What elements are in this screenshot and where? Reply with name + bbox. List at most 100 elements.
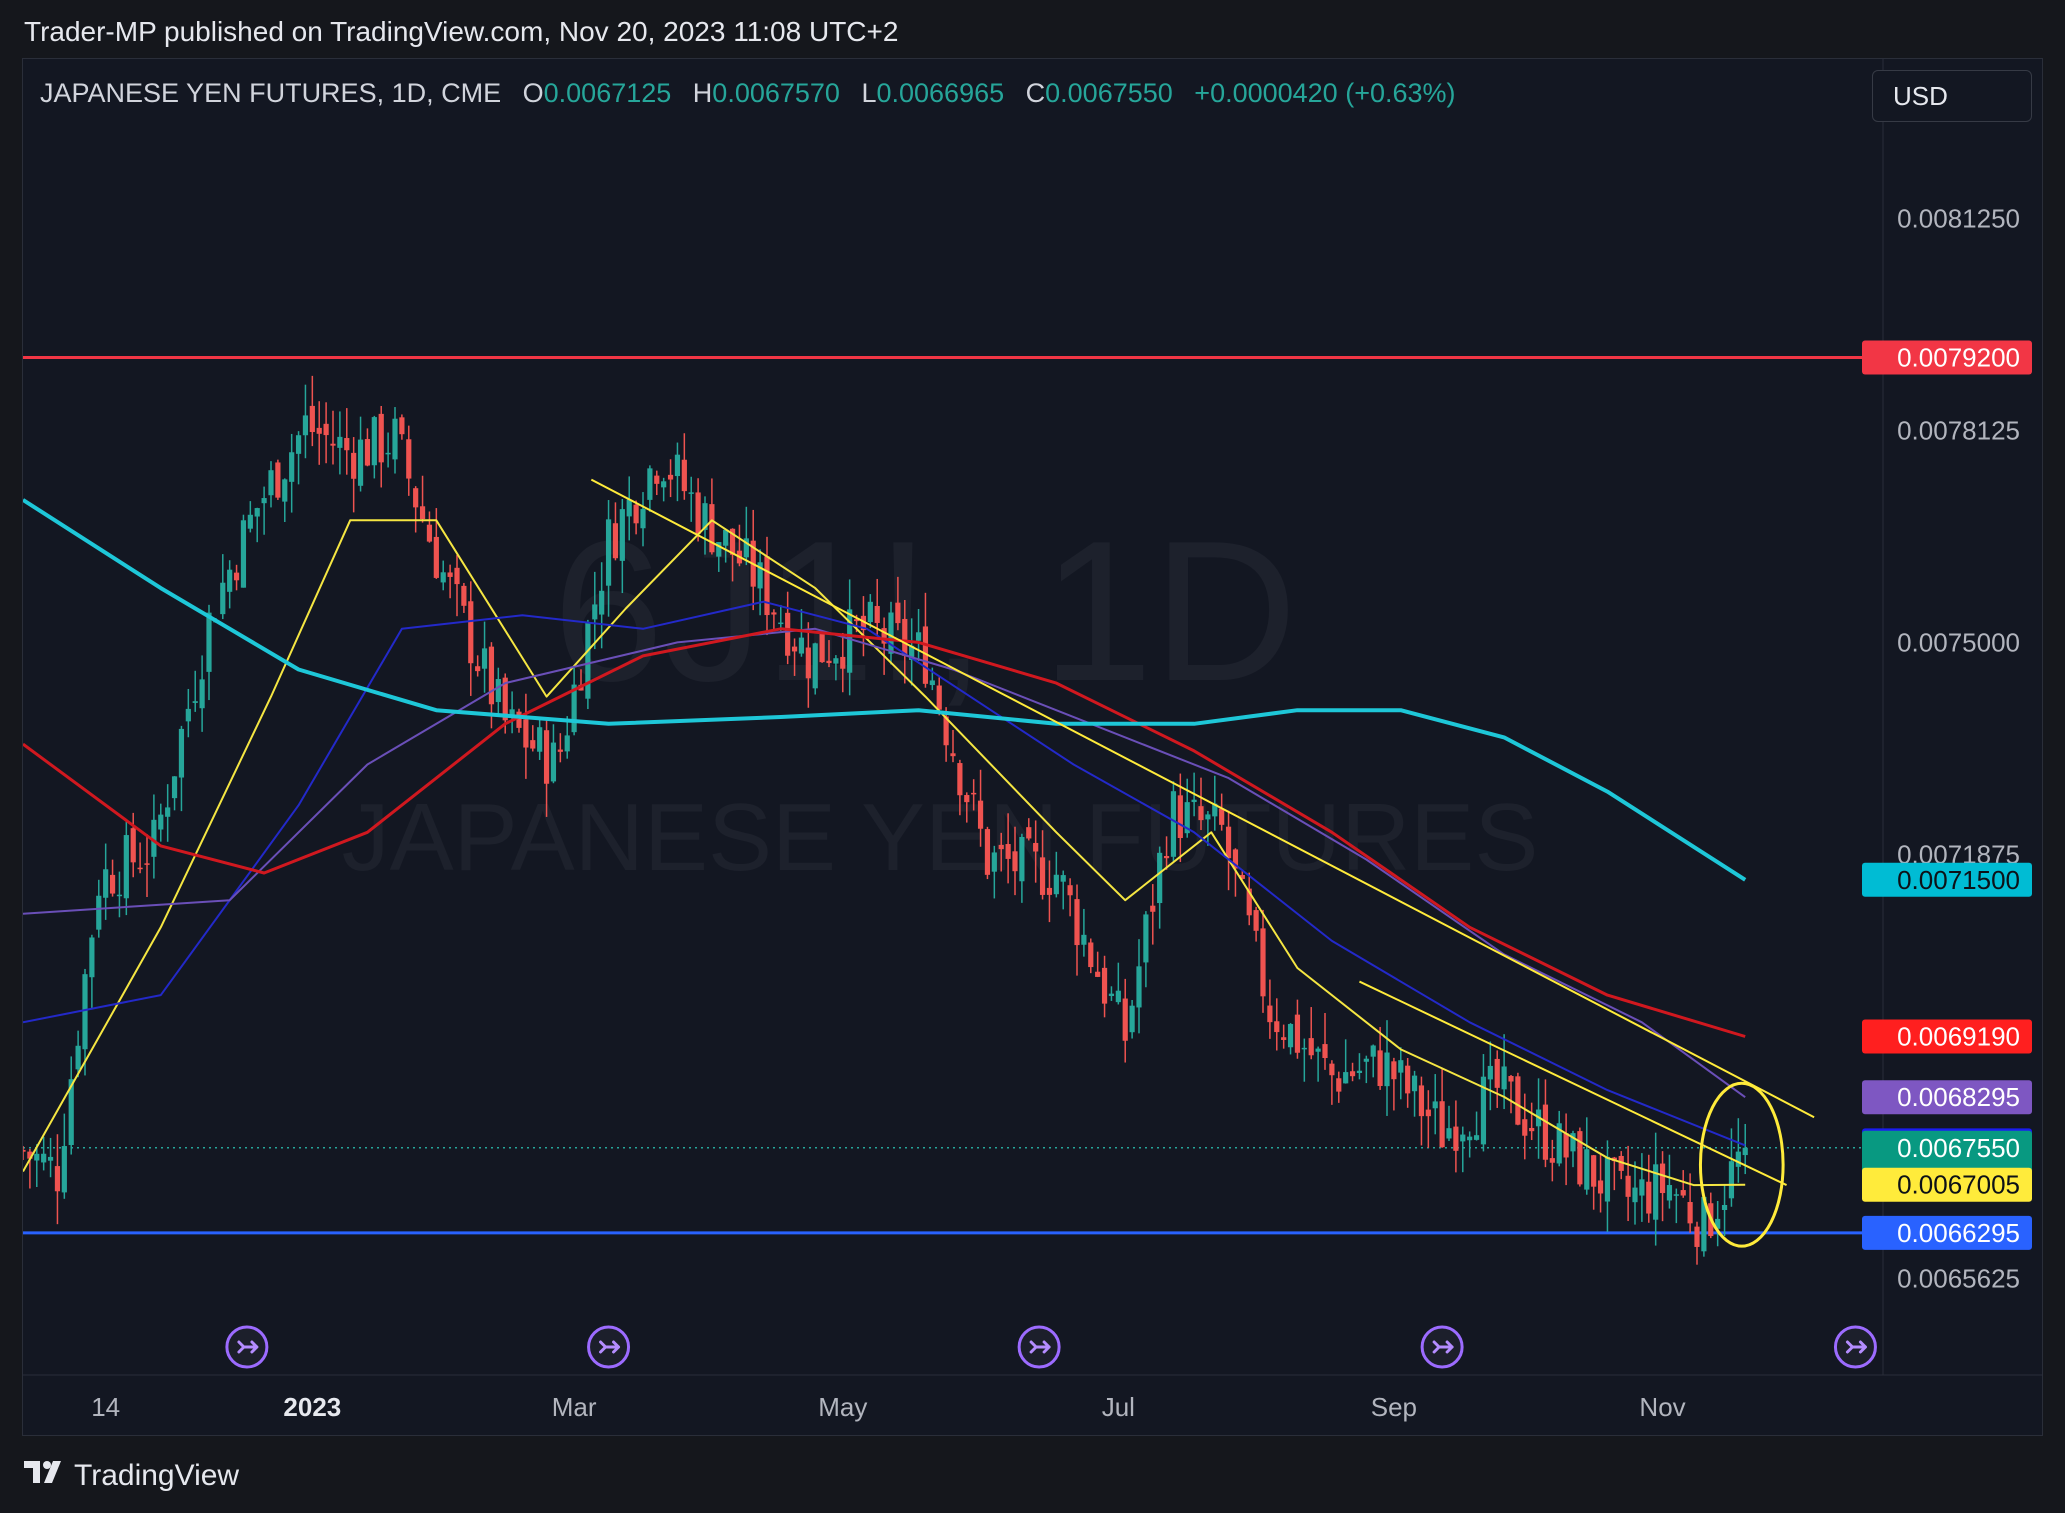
candle-body [791,646,798,652]
event-marker-icon[interactable] [1017,1325,1061,1369]
candle-body [1460,1134,1466,1142]
ma-line-yellow[interactable] [23,519,1746,1187]
candle-body [502,677,508,721]
candle-body [964,795,970,803]
candle-body [130,828,136,863]
candle-body [178,728,185,778]
candle-body [1232,849,1239,869]
candle-body [254,508,260,517]
candle-body [1735,1151,1741,1167]
candle-body [1363,1058,1369,1062]
candle-body [633,504,639,524]
open-value: 0.0067125 [543,78,672,108]
price-tag-label: 0.0071500 [1897,865,2020,895]
event-marker-icon[interactable] [1833,1325,1877,1369]
candle-body [96,895,102,930]
candle-body [833,658,839,664]
ma-line-purple[interactable] [23,627,1746,1099]
high-value: 0.0067570 [712,78,840,108]
candle-body [1467,1136,1473,1141]
candle-body [206,612,212,672]
candle-body [977,800,984,829]
candle-body [647,468,653,500]
time-tick-label: Nov [1639,1392,1685,1422]
candle-body [1728,1161,1735,1199]
candle-body [971,792,977,795]
candle-body [158,814,164,830]
time-tick-label: Sep [1371,1392,1417,1422]
candle-body [585,622,591,699]
candle-body [1205,814,1211,820]
candle-body [1446,1128,1452,1139]
candle-body [1556,1123,1562,1164]
trendline[interactable] [1359,980,1787,1186]
candle-body [34,1153,40,1161]
candle-body [523,719,529,748]
candle-body [1308,1038,1314,1056]
candle-body [840,656,846,669]
candle-body [998,844,1004,850]
candle-body [530,740,536,749]
candle-body [1659,1163,1666,1194]
candle-body [433,536,439,578]
candle-body [1274,1021,1280,1033]
ma-line-red[interactable] [23,627,1746,1038]
candle-body [289,452,295,482]
candle-body [654,475,660,484]
event-marker-icon[interactable] [587,1325,631,1369]
candle-body [351,452,357,479]
candle-body [1742,1147,1748,1156]
candle-body [1487,1065,1493,1080]
high-label: H [692,78,713,108]
candle-body [1563,1133,1569,1158]
candle-body [240,520,247,588]
price-tag-bg [1862,340,2032,375]
candle-body [1687,1202,1693,1224]
candle-body [151,819,157,857]
candle-body [1301,1047,1307,1050]
candle-body [1170,791,1177,857]
candle-body [1508,1076,1514,1082]
candle-body [1281,1037,1287,1040]
candle-body [667,474,674,480]
candle-body [1012,851,1018,872]
candle-body [537,727,543,752]
candle-body [413,488,419,508]
candle-body [378,413,384,463]
candle-body [1177,795,1183,839]
event-marker-arrow [1029,1340,1051,1354]
candle-body [454,567,460,585]
candle-body [1026,827,1032,839]
event-marker-icon[interactable] [1420,1325,1464,1369]
candle-body [1494,1058,1500,1088]
event-marker-arrow [599,1340,621,1354]
candle-body [385,452,391,455]
candle-body [1405,1065,1411,1094]
price-tag-label: 0.0079200 [1897,342,2020,372]
price-tick-label: 0.0075000 [1897,627,2020,657]
currency-selector[interactable]: USD [1872,70,2032,122]
candle-body [1219,808,1225,825]
candle-body [612,523,619,559]
time-tick-label: Jul [1102,1392,1135,1422]
candle-body [171,776,178,799]
candle-body [116,894,123,897]
circle-annotation[interactable] [1698,1081,1785,1248]
candle-body [757,562,763,589]
candle-body [1411,1075,1418,1092]
event-marker-icon[interactable] [225,1325,269,1369]
trendline[interactable] [590,478,1815,1119]
symbol-name[interactable]: JAPANESE YEN FUTURES, 1D, CME [40,78,502,108]
ma-line-cyan[interactable] [23,498,1747,882]
low-value: 0.0066965 [876,78,1005,108]
candle-body [661,481,667,488]
candle-body [1418,1085,1425,1117]
candle-body [233,572,240,581]
candle-body [557,749,563,752]
candle-body [785,612,791,656]
ma-line-blue[interactable] [23,600,1746,1147]
candle-body [1191,799,1197,803]
close-label: C [1025,78,1046,108]
candle-body [61,1146,67,1193]
